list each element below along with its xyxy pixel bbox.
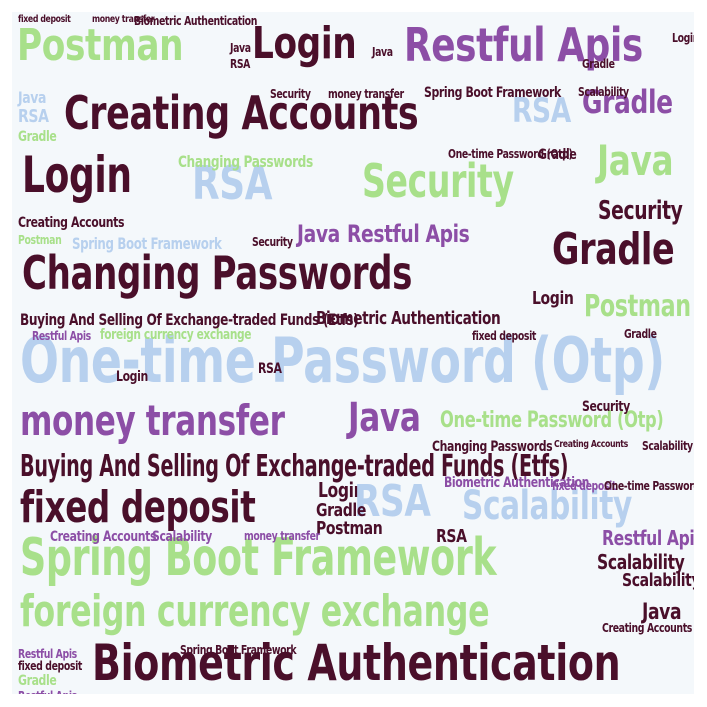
word-rsa-3: RSA [354,476,431,527]
word-gradle-top: Gradle [582,57,615,71]
word-biometric-top: Biometric Authentication [134,14,258,28]
word-java: Java [597,136,674,185]
word-creating-mid: Creating Accounts [554,439,628,450]
word-security-small: Security [270,87,311,101]
word-spring-mid: Spring Boot Framework [72,234,222,253]
word-otp-right: One-time Password (Otp) [604,479,694,493]
word-rsa-2: RSA [192,156,273,210]
word-creating-small: Creating Accounts [18,215,125,231]
word-spring-boot: Spring Boot Framework [20,528,497,588]
word-login-4: Login [318,478,365,502]
word-foreign-small: foreign currency exchange [100,327,252,343]
word-scalability-2: Scalability [597,550,685,574]
word-spring-low: Spring Boot Framework [180,643,297,657]
word-gradle-left: Gradle [18,129,57,145]
word-money-transfer: money transfer [20,396,285,445]
word-cloud: Postman Login Restful Apis Creating Acco… [12,12,694,694]
word-gradle-3: Gradle [316,500,366,521]
word-scalability-3: Scalability [622,570,694,591]
word-restful-apis-3: Restful Apis [602,526,694,550]
word-restful-low: Restful Apis [18,647,77,661]
word-biometric-small: Biometric Authentication [316,308,501,329]
word-scalability-mid: Scalability [642,439,693,453]
word-gradle-2: Gradle [552,224,675,275]
word-rsa-top: RSA [230,57,251,71]
word-java-top: Java [230,41,251,55]
word-fixed-right: fixed deposit [552,479,616,493]
word-buying-small: Buying And Selling Of Exchange-traded Fu… [20,310,359,329]
word-java-restful: Java [297,220,340,248]
word-creating-bottom: Creating Accounts [602,621,692,635]
word-rsa-low: RSA [436,526,467,547]
word-restful-left: Restful Apis [32,329,91,343]
word-fixed-low: fixed deposit [18,659,82,673]
word-login-3: Login [532,288,574,309]
word-money-transfer-small: money transfer [92,14,155,25]
word-money-transfer-low: money transfer [244,529,320,543]
word-java-top-2: Java [372,45,393,59]
word-gradle-right: Gradle [624,327,657,341]
word-changing-passwords: Changing Passwords [22,246,413,300]
word-security-2: Security [598,196,683,226]
word-login-small: Login [672,31,694,45]
word-rsa: RSA [512,91,571,131]
word-login-mid: Login [116,369,148,385]
word-changing-small: Changing Passwords [178,152,313,171]
word-login: Login [252,18,357,69]
word-postman-3: Postman [316,518,383,539]
word-buying-selling: Buying And Selling Of Exchange-traded Fu… [20,449,569,484]
word-foreign-currency: foreign currency exchange [20,586,490,637]
word-gradle-mid: Gradle [538,147,577,163]
word-postman-2: Postman [584,289,691,324]
word-java-left: Java [18,88,47,107]
word-changing-mid: Changing Passwords [432,439,553,455]
word-fixed-mid: fixed deposit [472,329,536,343]
word-rsa-left: RSA [18,106,49,127]
word-creating-accounts: Creating Accounts [64,86,419,140]
word-security: Security [362,154,514,208]
word-java-3: Java [642,600,682,625]
word-money-transfer-mid: money transfer [328,87,404,101]
word-creating-low: Creating Accounts [50,529,157,545]
word-otp-small: One-time Password (Otp) [448,147,573,161]
word-scalability: Scalability [462,483,632,529]
word-java-2: Java [348,395,421,441]
word-security-mid-2: Security [582,399,630,415]
word-gradle: Gradle [582,83,673,121]
word-fixed-deposit-small: fixed deposit [18,14,71,25]
word-scalability-top: Scalability [578,85,629,99]
word-restful-bottom: Restful Apis [18,690,77,694]
word-spring-small: Spring Boot Framework [424,85,561,101]
word-restful-apis-2: Restful Apis [347,220,470,248]
word-fixed-deposit: fixed deposit [20,482,256,533]
word-otp-big: One-time Password (Otp) [20,324,665,397]
word-login-2: Login [22,146,132,204]
word-biometric-mid: Biometric Authentication [444,475,590,491]
word-security-mid: Security [252,235,293,249]
word-postman: Postman [17,20,184,71]
word-gradle-low: Gradle [18,673,57,689]
word-rsa-mid: RSA [258,361,282,377]
word-postman-mid: Postman [18,233,62,247]
word-biometric-auth: Biometric Authentication [92,634,621,692]
word-restful-apis: Restful Apis [404,18,643,72]
word-scalability-low: Scalability [152,529,212,545]
word-otp-mid: One-time Password (Otp) [440,408,664,433]
